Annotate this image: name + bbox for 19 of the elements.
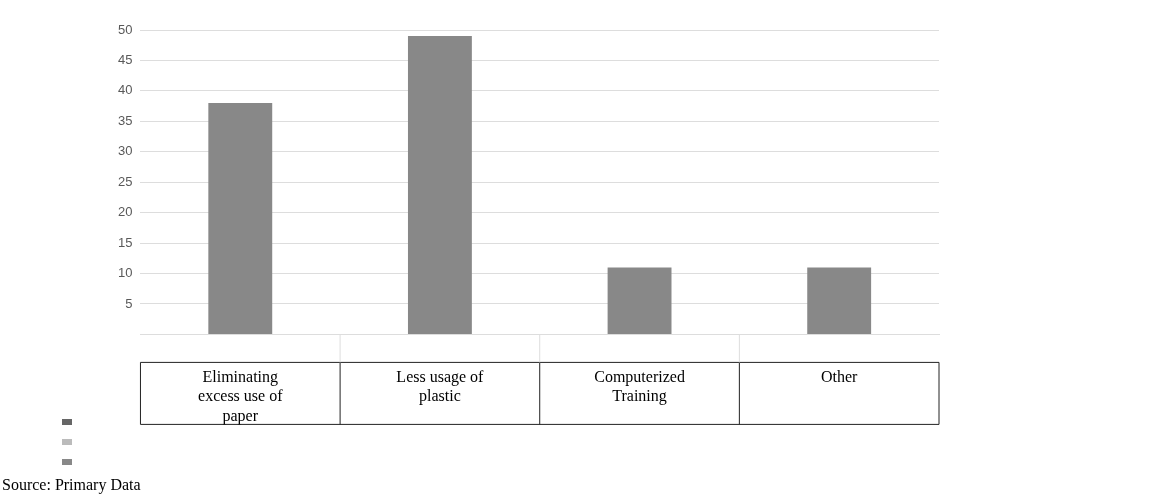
bar: [407, 36, 472, 334]
y-tick-label: 45: [117, 52, 133, 68]
bar: [807, 267, 872, 334]
y-tick-label: 40: [117, 82, 133, 98]
y-tick-label: 25: [117, 173, 133, 189]
y-tick-label: 20: [117, 204, 133, 220]
y-tick-label: 5: [125, 295, 133, 311]
y-tick-label: 30: [117, 143, 133, 159]
y-tick-label: 35: [117, 112, 133, 128]
y-tick-label: 10: [117, 265, 133, 281]
y-tick-label: 50: [117, 21, 133, 37]
x-tick-label: Eliminating excess use of paper: [198, 368, 284, 425]
bar: [208, 103, 273, 334]
x-tick-label: Computerized Training: [594, 368, 685, 406]
y-tick-label: 15: [117, 234, 133, 250]
x-tick-label: Less usage of plastic: [396, 368, 485, 406]
bar: [607, 267, 672, 334]
source-note: Source: Primary Data: [2, 476, 141, 494]
x-tick-label: Other: [820, 368, 859, 386]
